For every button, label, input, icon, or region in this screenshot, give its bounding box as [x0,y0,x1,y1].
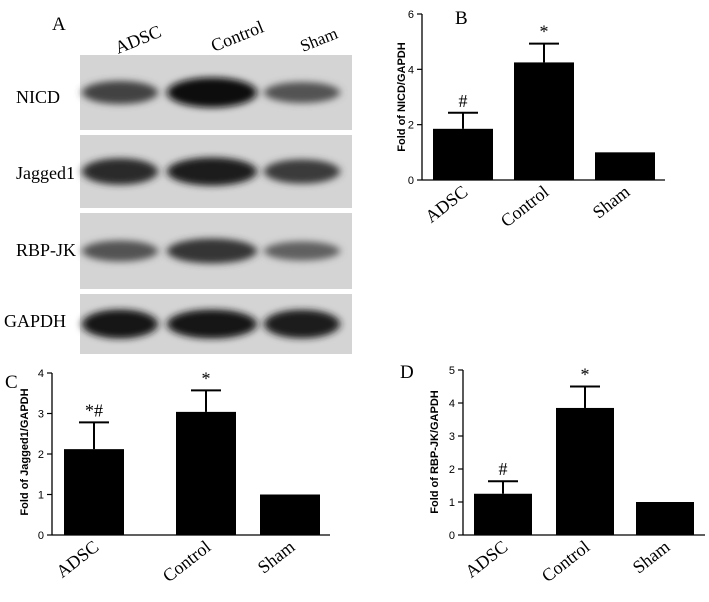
lane-label-sham: Sham [297,24,340,56]
y-tick-label-b-4: 4 [408,64,414,76]
band-gapdh-control [167,309,257,339]
y-tick-label-d-2: 2 [449,464,455,476]
band-gapdh-sham [264,309,340,339]
significance-marker-d-control: * [581,365,590,385]
significance-marker-d-adsc: # [499,459,508,479]
band-nicd-sham [264,82,340,103]
x-tick-label-d-adsc: ADSC [461,536,511,581]
band-jagged1-adsc [82,158,158,185]
band-rbp-jk-adsc [82,240,158,262]
band-jagged1-control [167,157,257,186]
panel-label-c: C [5,372,18,393]
chart-rbp-jk: D Fold of RBP-JK/GAPDH 0 1 2 3 4 5 # ADSC * Contr… [400,362,705,586]
x-tick-label-c-adsc: ADSC [52,536,102,581]
row-label-nicd: NICD [16,87,60,107]
y-tick-label-b-2: 2 [408,120,414,132]
x-tick-label-b-adsc: ADSC [421,181,471,226]
y-tick-label-b-6: 6 [408,9,414,21]
band-jagged1-sham [264,159,340,184]
y-axis-title-d: Fold of RBP-JK/GAPDH [429,390,441,513]
bar-c-sham [260,494,320,535]
bar-d-adsc [474,493,532,535]
row-label-gapdh: GAPDH [4,311,66,331]
band-gapdh-adsc [82,309,158,339]
blot-strips [80,55,352,354]
significance-marker-c-adsc: *# [85,400,103,420]
band-nicd-control [167,77,257,108]
panel-label-b: B [455,8,468,29]
x-tick-label-c-control: Control [159,536,215,586]
y-tick-label-d-3: 3 [449,431,455,443]
panel-label-d: D [400,362,414,383]
y-tick-label-d-0: 0 [449,530,455,542]
significance-marker-b-control: * [540,22,549,42]
bar-d-control [556,407,614,535]
x-tick-label-c-sham: Sham [254,536,299,577]
y-tick-label-d-1: 1 [449,497,455,509]
panel-label-a: A [52,14,66,35]
significance-marker-c-control: * [202,368,211,388]
x-tick-label-d-control: Control [538,536,594,586]
band-nicd-adsc [82,80,158,105]
lane-label-control: Control [208,17,267,56]
significance-marker-b-adsc: # [459,91,468,111]
chart-jagged1: C Fold of Jagged1/GAPDH 0 1 2 3 4 *# ADSC * Cont… [5,368,330,586]
lane-label-adsc: ADSC [112,21,164,58]
x-tick-label-b-sham: Sham [589,181,634,222]
x-tick-label-d-sham: Sham [629,536,674,577]
y-tick-label-d-5: 5 [449,365,455,377]
row-label-jagged1: Jagged1 [16,163,75,183]
band-rbp-jk-sham [264,241,340,261]
western-blot-panel: A ADSC Control Sham NICD Jagged1 RBP-JK … [4,14,352,354]
y-tick-label-c-1: 1 [38,490,44,502]
y-tick-label-c-4: 4 [38,368,44,380]
x-tick-label-b-control: Control [497,181,553,231]
bar-d-sham [636,502,694,535]
row-label-rbp-jk: RBP-JK [16,240,76,260]
chart-nicd: B Fold of NICD/GAPDH 0 2 4 6 # ADSC * Control Sh… [396,8,665,231]
y-tick-label-c-2: 2 [38,449,44,461]
band-rbp-jk-control [167,238,257,264]
bar-b-control [514,62,574,180]
y-tick-label-b-0: 0 [408,175,414,187]
bar-b-adsc [433,128,493,180]
bar-c-adsc [64,449,124,535]
y-axis-title-c: Fold of Jagged1/GAPDH [19,388,31,515]
y-tick-label-c-3: 3 [38,409,44,421]
y-tick-label-d-4: 4 [449,398,455,410]
bar-c-control [176,411,236,535]
bar-b-sham [595,152,655,180]
y-axis-title-b: Fold of NICD/GAPDH [396,42,408,151]
y-tick-label-c-0: 0 [38,530,44,542]
